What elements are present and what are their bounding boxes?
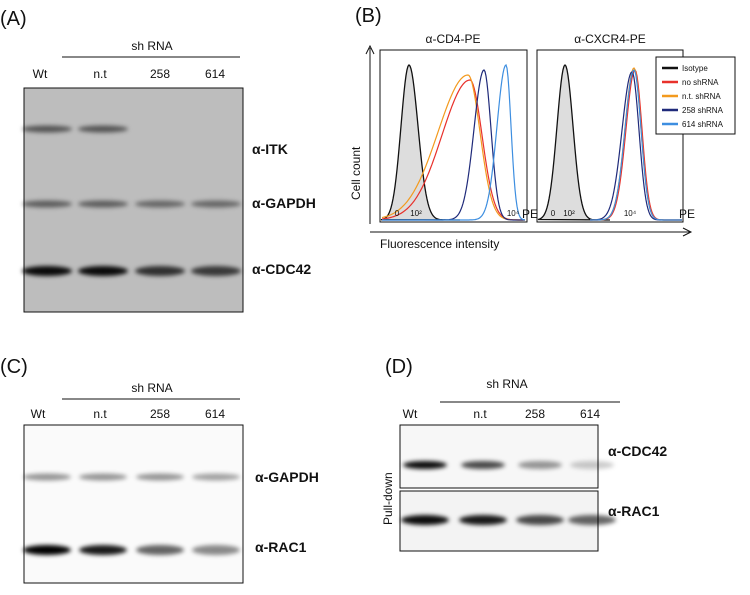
band: [135, 266, 185, 276]
bands: [22, 125, 616, 555]
lane-label: 258: [150, 407, 170, 421]
lane-label: Wt: [33, 67, 48, 81]
legend-label: 614 shRNA: [682, 120, 724, 129]
band: [461, 461, 505, 469]
arrow-head: [365, 44, 375, 55]
lane-label: 614: [205, 67, 225, 81]
band: [78, 125, 128, 133]
axis-unit: PE: [522, 207, 538, 221]
legend-label: 258 shRNA: [682, 106, 724, 115]
panel-label: (B): [355, 5, 382, 27]
legend-label: Isotype: [682, 64, 708, 73]
band: [135, 200, 185, 208]
band: [78, 266, 128, 276]
band: [568, 515, 616, 525]
row-label: α-GAPDH: [252, 195, 316, 211]
row-label: α-RAC1: [608, 503, 660, 519]
panel-label: (C): [0, 356, 28, 378]
band: [403, 461, 447, 469]
arrow-head: [682, 227, 693, 237]
histograms: [380, 63, 682, 221]
lane-label: n.t: [93, 407, 107, 421]
band: [23, 473, 71, 481]
lane-label: n.t: [473, 407, 487, 421]
band: [22, 266, 72, 276]
row-label: α-GAPDH: [255, 469, 319, 485]
panel-label: (D): [385, 356, 413, 378]
band: [192, 473, 240, 481]
band: [459, 515, 507, 525]
band: [22, 125, 72, 133]
band: [79, 545, 127, 555]
group-label: sh RNA: [486, 377, 527, 391]
legend-label: n.t. shRNA: [682, 92, 721, 101]
row-label: α-RAC1: [255, 539, 307, 555]
blot-a: [23, 87, 244, 313]
band: [23, 545, 71, 555]
lane-label: Wt: [31, 407, 46, 421]
row-label: α-ITK: [252, 141, 288, 157]
tick-label: 10²: [410, 209, 422, 218]
band: [570, 461, 614, 469]
tick-label: 10²: [563, 209, 575, 218]
blot-c: [23, 424, 244, 584]
row-label: α-CDC42: [252, 261, 311, 277]
band: [401, 515, 449, 525]
histogram-curve: [381, 74, 525, 221]
row-label: α-CDC42: [608, 443, 667, 459]
legend-label: no shRNA: [682, 78, 719, 87]
histogram-curve: [381, 79, 525, 221]
group-label: sh RNA: [131, 381, 172, 395]
lane-label: 258: [525, 407, 545, 421]
tick-label: 0: [551, 209, 556, 218]
lane-label: 258: [150, 67, 170, 81]
tick-label: 0: [395, 209, 400, 218]
lane-label: 614: [205, 407, 225, 421]
band: [78, 200, 128, 208]
x-label: Fluorescence intensity: [380, 237, 499, 251]
blot-d-top: [399, 424, 599, 489]
band: [192, 545, 240, 555]
side-label: Pull-down: [381, 472, 395, 525]
axis-unit: PE: [679, 207, 695, 221]
tick-label: 10⁴: [624, 209, 637, 218]
lane-label: 614: [580, 407, 600, 421]
histogram-curve: [590, 69, 682, 221]
band: [191, 200, 241, 208]
band: [136, 545, 184, 555]
band: [22, 200, 72, 208]
band: [191, 266, 241, 276]
lane-label: n.t: [93, 67, 107, 81]
band: [516, 515, 564, 525]
lane-label: Wt: [403, 407, 418, 421]
plot-title: α-CXCR4-PE: [574, 32, 646, 46]
tick-label: 10⁴: [507, 209, 520, 218]
panel-label: (A): [0, 8, 27, 30]
band: [518, 461, 562, 469]
histogram-curve: [382, 63, 526, 221]
band: [79, 473, 127, 481]
y-label: Cell count: [349, 146, 363, 200]
plot-title: α-CD4-PE: [426, 32, 481, 46]
group-label: sh RNA: [131, 39, 172, 53]
band: [136, 473, 184, 481]
